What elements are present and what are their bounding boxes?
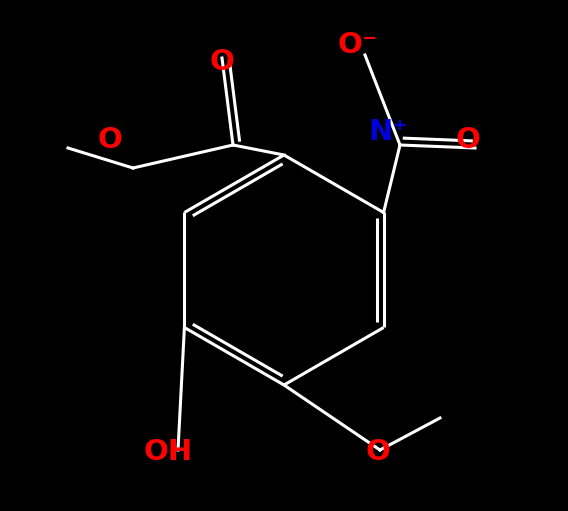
Text: O: O [210,48,235,76]
Text: O: O [98,126,123,154]
Text: O: O [366,438,390,466]
Text: N⁺: N⁺ [368,118,408,146]
Text: O⁻: O⁻ [338,31,378,59]
Text: O: O [456,126,481,154]
Text: OH: OH [144,438,193,466]
